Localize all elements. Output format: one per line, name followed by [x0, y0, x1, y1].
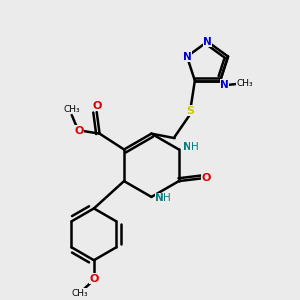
Text: N: N — [183, 52, 191, 61]
Text: N: N — [182, 142, 191, 152]
Text: N: N — [155, 194, 164, 203]
Text: N: N — [220, 80, 229, 90]
Text: CH₃: CH₃ — [236, 79, 253, 88]
Text: O: O — [202, 173, 211, 183]
Text: O: O — [74, 126, 84, 136]
Text: CH₃: CH₃ — [71, 289, 88, 298]
Text: N: N — [203, 37, 212, 46]
Text: H: H — [191, 142, 199, 152]
Text: S: S — [187, 106, 194, 116]
Text: CH₃: CH₃ — [63, 105, 80, 114]
Text: O: O — [89, 274, 99, 284]
Text: H: H — [164, 194, 171, 203]
Text: O: O — [92, 101, 101, 111]
